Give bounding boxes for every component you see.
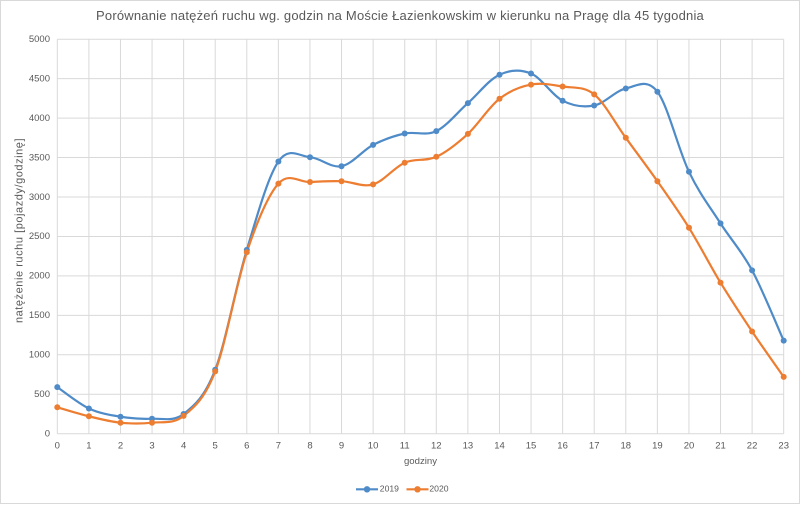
svg-text:0: 0 bbox=[55, 440, 60, 451]
svg-text:19: 19 bbox=[652, 440, 663, 451]
svg-text:3: 3 bbox=[149, 440, 154, 451]
svg-text:0: 0 bbox=[45, 429, 50, 440]
svg-text:2000: 2000 bbox=[29, 271, 50, 282]
svg-text:21: 21 bbox=[715, 440, 726, 451]
svg-text:1: 1 bbox=[86, 440, 91, 451]
svg-text:4000: 4000 bbox=[29, 113, 50, 124]
svg-text:1000: 1000 bbox=[29, 350, 50, 361]
svg-text:4: 4 bbox=[181, 440, 186, 451]
svg-text:natężenie ruchu [pojazdy/godzi: natężenie ruchu [pojazdy/godzinę] bbox=[14, 138, 26, 323]
svg-text:2020: 2020 bbox=[429, 483, 448, 493]
svg-text:6: 6 bbox=[244, 440, 249, 451]
svg-text:8: 8 bbox=[307, 440, 312, 451]
svg-text:2: 2 bbox=[118, 440, 123, 451]
svg-text:16: 16 bbox=[557, 440, 568, 451]
svg-text:4500: 4500 bbox=[29, 73, 50, 84]
svg-text:13: 13 bbox=[463, 440, 474, 451]
svg-text:9: 9 bbox=[339, 440, 344, 451]
svg-text:17: 17 bbox=[589, 440, 600, 451]
svg-text:11: 11 bbox=[400, 440, 410, 451]
svg-text:1500: 1500 bbox=[29, 310, 50, 321]
svg-text:7: 7 bbox=[276, 440, 281, 451]
svg-text:22: 22 bbox=[747, 440, 758, 451]
svg-text:12: 12 bbox=[431, 440, 442, 451]
svg-text:2500: 2500 bbox=[29, 231, 50, 242]
svg-text:18: 18 bbox=[621, 440, 632, 451]
svg-text:5000: 5000 bbox=[29, 34, 50, 45]
svg-text:500: 500 bbox=[34, 389, 50, 400]
svg-text:2019: 2019 bbox=[380, 483, 399, 493]
svg-text:godziny: godziny bbox=[404, 456, 437, 467]
svg-text:5: 5 bbox=[213, 440, 218, 451]
svg-text:14: 14 bbox=[494, 440, 505, 451]
svg-text:23: 23 bbox=[778, 440, 789, 451]
svg-text:3500: 3500 bbox=[29, 152, 50, 163]
svg-text:15: 15 bbox=[526, 440, 537, 451]
svg-text:Porównanie natężeń ruchu wg. g: Porównanie natężeń ruchu wg. godzin na M… bbox=[96, 8, 705, 23]
svg-text:20: 20 bbox=[684, 440, 695, 451]
svg-text:10: 10 bbox=[368, 440, 379, 451]
svg-text:3000: 3000 bbox=[29, 192, 50, 203]
